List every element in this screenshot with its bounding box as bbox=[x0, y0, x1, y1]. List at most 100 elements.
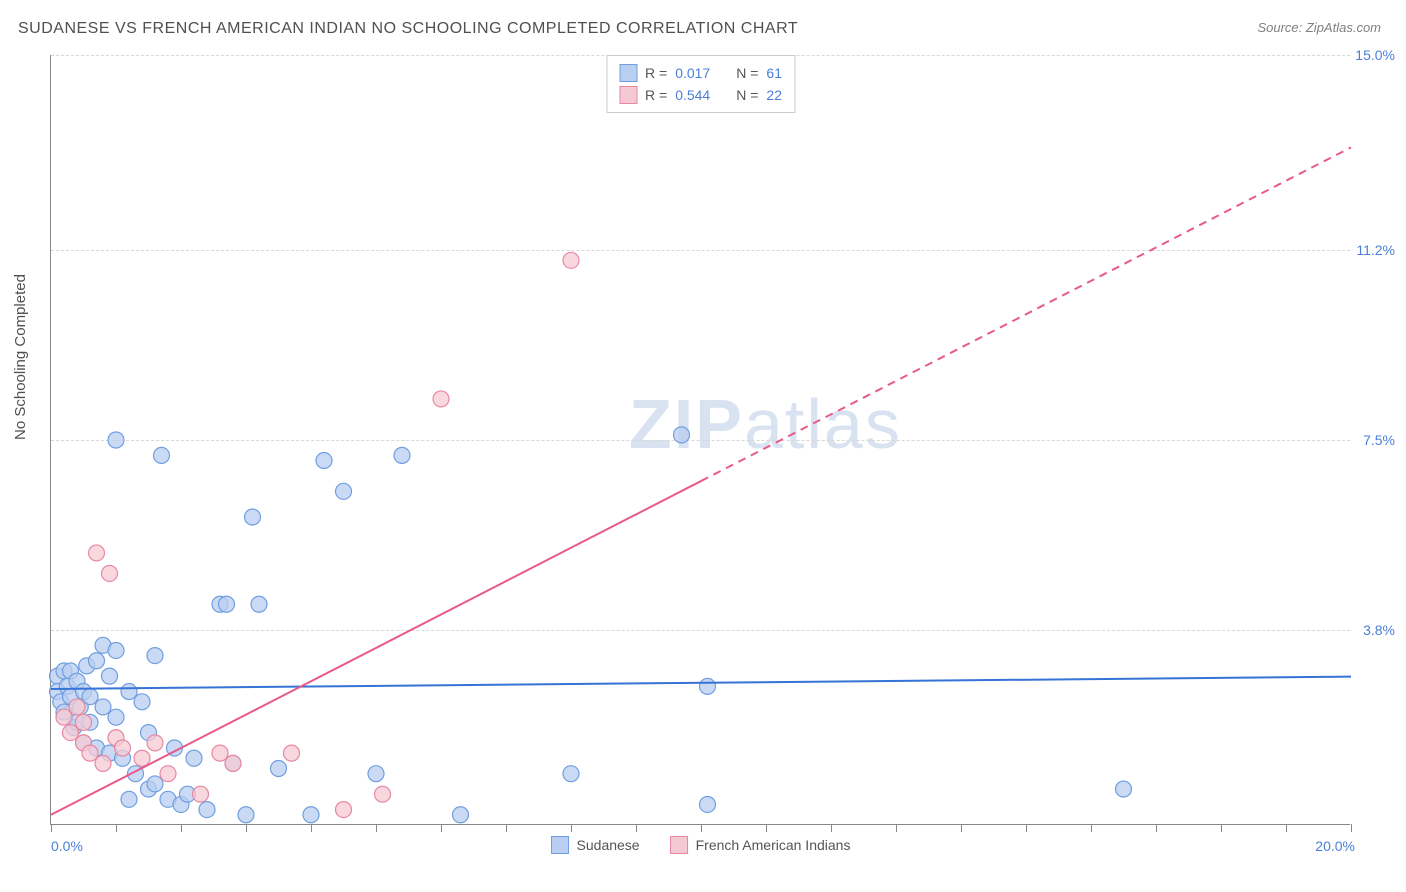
scatter-point bbox=[121, 684, 137, 700]
scatter-point bbox=[336, 802, 352, 818]
scatter-point bbox=[303, 807, 319, 823]
scatter-point bbox=[199, 802, 215, 818]
x-tick bbox=[311, 824, 312, 832]
scatter-point bbox=[212, 745, 228, 761]
x-tick bbox=[636, 824, 637, 832]
scatter-point bbox=[225, 755, 241, 771]
scatter-point bbox=[89, 545, 105, 561]
scatter-point bbox=[160, 766, 176, 782]
r-value-2: 0.544 bbox=[675, 84, 710, 106]
swatch-series-2 bbox=[619, 86, 637, 104]
scatter-point bbox=[63, 725, 79, 741]
scatter-point bbox=[245, 509, 261, 525]
y-tick-label: 11.2% bbox=[1356, 242, 1395, 258]
stats-legend: R = 0.017 N = 61 R = 0.544 N = 22 bbox=[606, 55, 795, 113]
scatter-point bbox=[95, 755, 111, 771]
x-tick bbox=[1091, 824, 1092, 832]
scatter-point bbox=[368, 766, 384, 782]
x-tick bbox=[571, 824, 572, 832]
x-tick bbox=[506, 824, 507, 832]
scatter-point bbox=[108, 709, 124, 725]
x-tick bbox=[1351, 824, 1352, 832]
x-tick bbox=[1156, 824, 1157, 832]
legend-label-1: Sudanese bbox=[577, 837, 640, 853]
scatter-point bbox=[433, 391, 449, 407]
y-tick-label: 3.8% bbox=[1363, 622, 1395, 638]
scatter-point bbox=[147, 735, 163, 751]
x-tick bbox=[1286, 824, 1287, 832]
scatter-point bbox=[1116, 781, 1132, 797]
scatter-point bbox=[108, 432, 124, 448]
scatter-point bbox=[115, 740, 131, 756]
scatter-point bbox=[102, 668, 118, 684]
chart-title: SUDANESE VS FRENCH AMERICAN INDIAN NO SC… bbox=[18, 20, 798, 38]
scatter-point bbox=[238, 807, 254, 823]
scatter-point bbox=[700, 796, 716, 812]
scatter-point bbox=[82, 689, 98, 705]
x-tick bbox=[51, 824, 52, 832]
y-tick-label: 15.0% bbox=[1355, 47, 1395, 63]
scatter-point bbox=[193, 786, 209, 802]
legend-item-2: French American Indians bbox=[670, 836, 851, 854]
scatter-point bbox=[108, 642, 124, 658]
x-tick bbox=[1221, 824, 1222, 832]
x-tick bbox=[376, 824, 377, 832]
legend-item-1: Sudanese bbox=[551, 836, 640, 854]
scatter-point bbox=[134, 694, 150, 710]
scatter-point bbox=[56, 709, 72, 725]
r-value-1: 0.017 bbox=[675, 62, 710, 84]
scatter-point bbox=[700, 678, 716, 694]
x-axis-min-label: 0.0% bbox=[51, 838, 83, 854]
scatter-point bbox=[69, 699, 85, 715]
scatter-point bbox=[102, 565, 118, 581]
scatter-point bbox=[563, 252, 579, 268]
scatter-point bbox=[89, 653, 105, 669]
x-tick bbox=[1026, 824, 1027, 832]
x-tick bbox=[701, 824, 702, 832]
scatter-point bbox=[147, 776, 163, 792]
legend-swatch-2 bbox=[670, 836, 688, 854]
x-tick bbox=[896, 824, 897, 832]
x-tick bbox=[766, 824, 767, 832]
scatter-point bbox=[271, 761, 287, 777]
r-label-2: R = bbox=[645, 84, 667, 106]
scatter-point bbox=[674, 427, 690, 443]
x-tick bbox=[961, 824, 962, 832]
x-tick bbox=[441, 824, 442, 832]
scatter-point bbox=[219, 596, 235, 612]
legend-label-2: French American Indians bbox=[696, 837, 851, 853]
scatter-point bbox=[563, 766, 579, 782]
scatter-point bbox=[336, 483, 352, 499]
x-tick bbox=[181, 824, 182, 832]
scatter-point bbox=[82, 745, 98, 761]
y-axis-title: No Schooling Completed bbox=[12, 274, 29, 440]
n-label-2: N = bbox=[736, 84, 758, 106]
x-axis-max-label: 20.0% bbox=[1315, 838, 1355, 854]
scatter-point bbox=[76, 714, 92, 730]
scatter-point bbox=[95, 699, 111, 715]
x-tick bbox=[116, 824, 117, 832]
trend-line-dashed bbox=[701, 147, 1351, 481]
n-value-2: 22 bbox=[766, 84, 782, 106]
scatter-point bbox=[121, 791, 137, 807]
plot-area: ZIPatlas 3.8%7.5%11.2%15.0% R = 0.017 N … bbox=[50, 55, 1350, 825]
scatter-point bbox=[251, 596, 267, 612]
x-tick bbox=[831, 824, 832, 832]
n-label-1: N = bbox=[736, 62, 758, 84]
legend-swatch-1 bbox=[551, 836, 569, 854]
r-label-1: R = bbox=[645, 62, 667, 84]
y-tick-label: 7.5% bbox=[1363, 432, 1395, 448]
chart-svg bbox=[51, 55, 1350, 824]
scatter-point bbox=[453, 807, 469, 823]
bottom-legend: Sudanese French American Indians bbox=[551, 836, 851, 854]
scatter-point bbox=[375, 786, 391, 802]
stats-row-1: R = 0.017 N = 61 bbox=[619, 62, 782, 84]
n-value-1: 61 bbox=[766, 62, 782, 84]
scatter-point bbox=[186, 750, 202, 766]
swatch-series-1 bbox=[619, 64, 637, 82]
source-attribution: Source: ZipAtlas.com bbox=[1257, 20, 1381, 35]
scatter-point bbox=[316, 453, 332, 469]
scatter-point bbox=[154, 447, 170, 463]
scatter-point bbox=[284, 745, 300, 761]
scatter-point bbox=[147, 648, 163, 664]
